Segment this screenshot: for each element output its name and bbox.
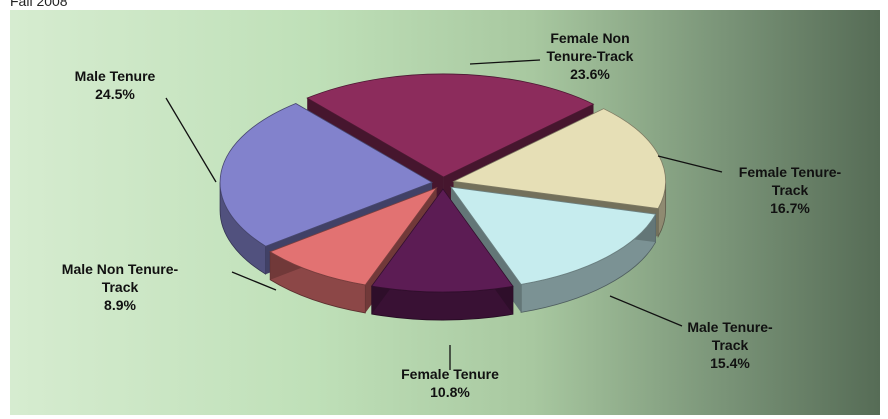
slice-value: 15.4% [710, 355, 750, 371]
slice-label: Female Non Tenure-Track 23.6% [531, 29, 649, 83]
slice-label: Male Tenure-Track 15.4% [674, 318, 786, 372]
leader-line [469, 59, 541, 65]
leader-line [231, 271, 277, 291]
slice [450, 186, 657, 285]
slice-name: Female Tenure [401, 366, 499, 382]
slice-name: Male Tenure-Track [687, 319, 773, 353]
slice-name: Female Non Tenure-Track [546, 30, 634, 64]
slice [371, 188, 514, 293]
slice-value: 24.5% [95, 86, 135, 102]
slice [452, 108, 667, 209]
slice-label: Female Tenure-Track 16.7% [729, 163, 851, 217]
slice-name: Male Tenure [74, 68, 156, 84]
slice-label: Female Tenure 10.8% [385, 365, 515, 401]
slice-label: Male Non Tenure-Track 8.9% [54, 260, 186, 314]
slice-name: Male Non Tenure-Track [61, 261, 179, 295]
slice [219, 103, 433, 247]
slice-label: Male Tenure 24.5% [60, 67, 170, 103]
slice-value: 8.9% [104, 297, 136, 313]
chart-title: Fall 2008 [10, 0, 68, 9]
slice-value: 23.6% [570, 66, 610, 82]
leader-line [657, 155, 723, 173]
slice-value: 10.8% [430, 384, 470, 400]
slice [269, 187, 438, 286]
slice-name: Female Tenure-Track [738, 164, 842, 198]
slice [306, 73, 595, 178]
slice-value: 16.7% [770, 200, 810, 216]
pie [219, 73, 667, 321]
leader-line [609, 295, 683, 327]
leader-line [165, 97, 217, 183]
leader-lines [165, 59, 723, 370]
